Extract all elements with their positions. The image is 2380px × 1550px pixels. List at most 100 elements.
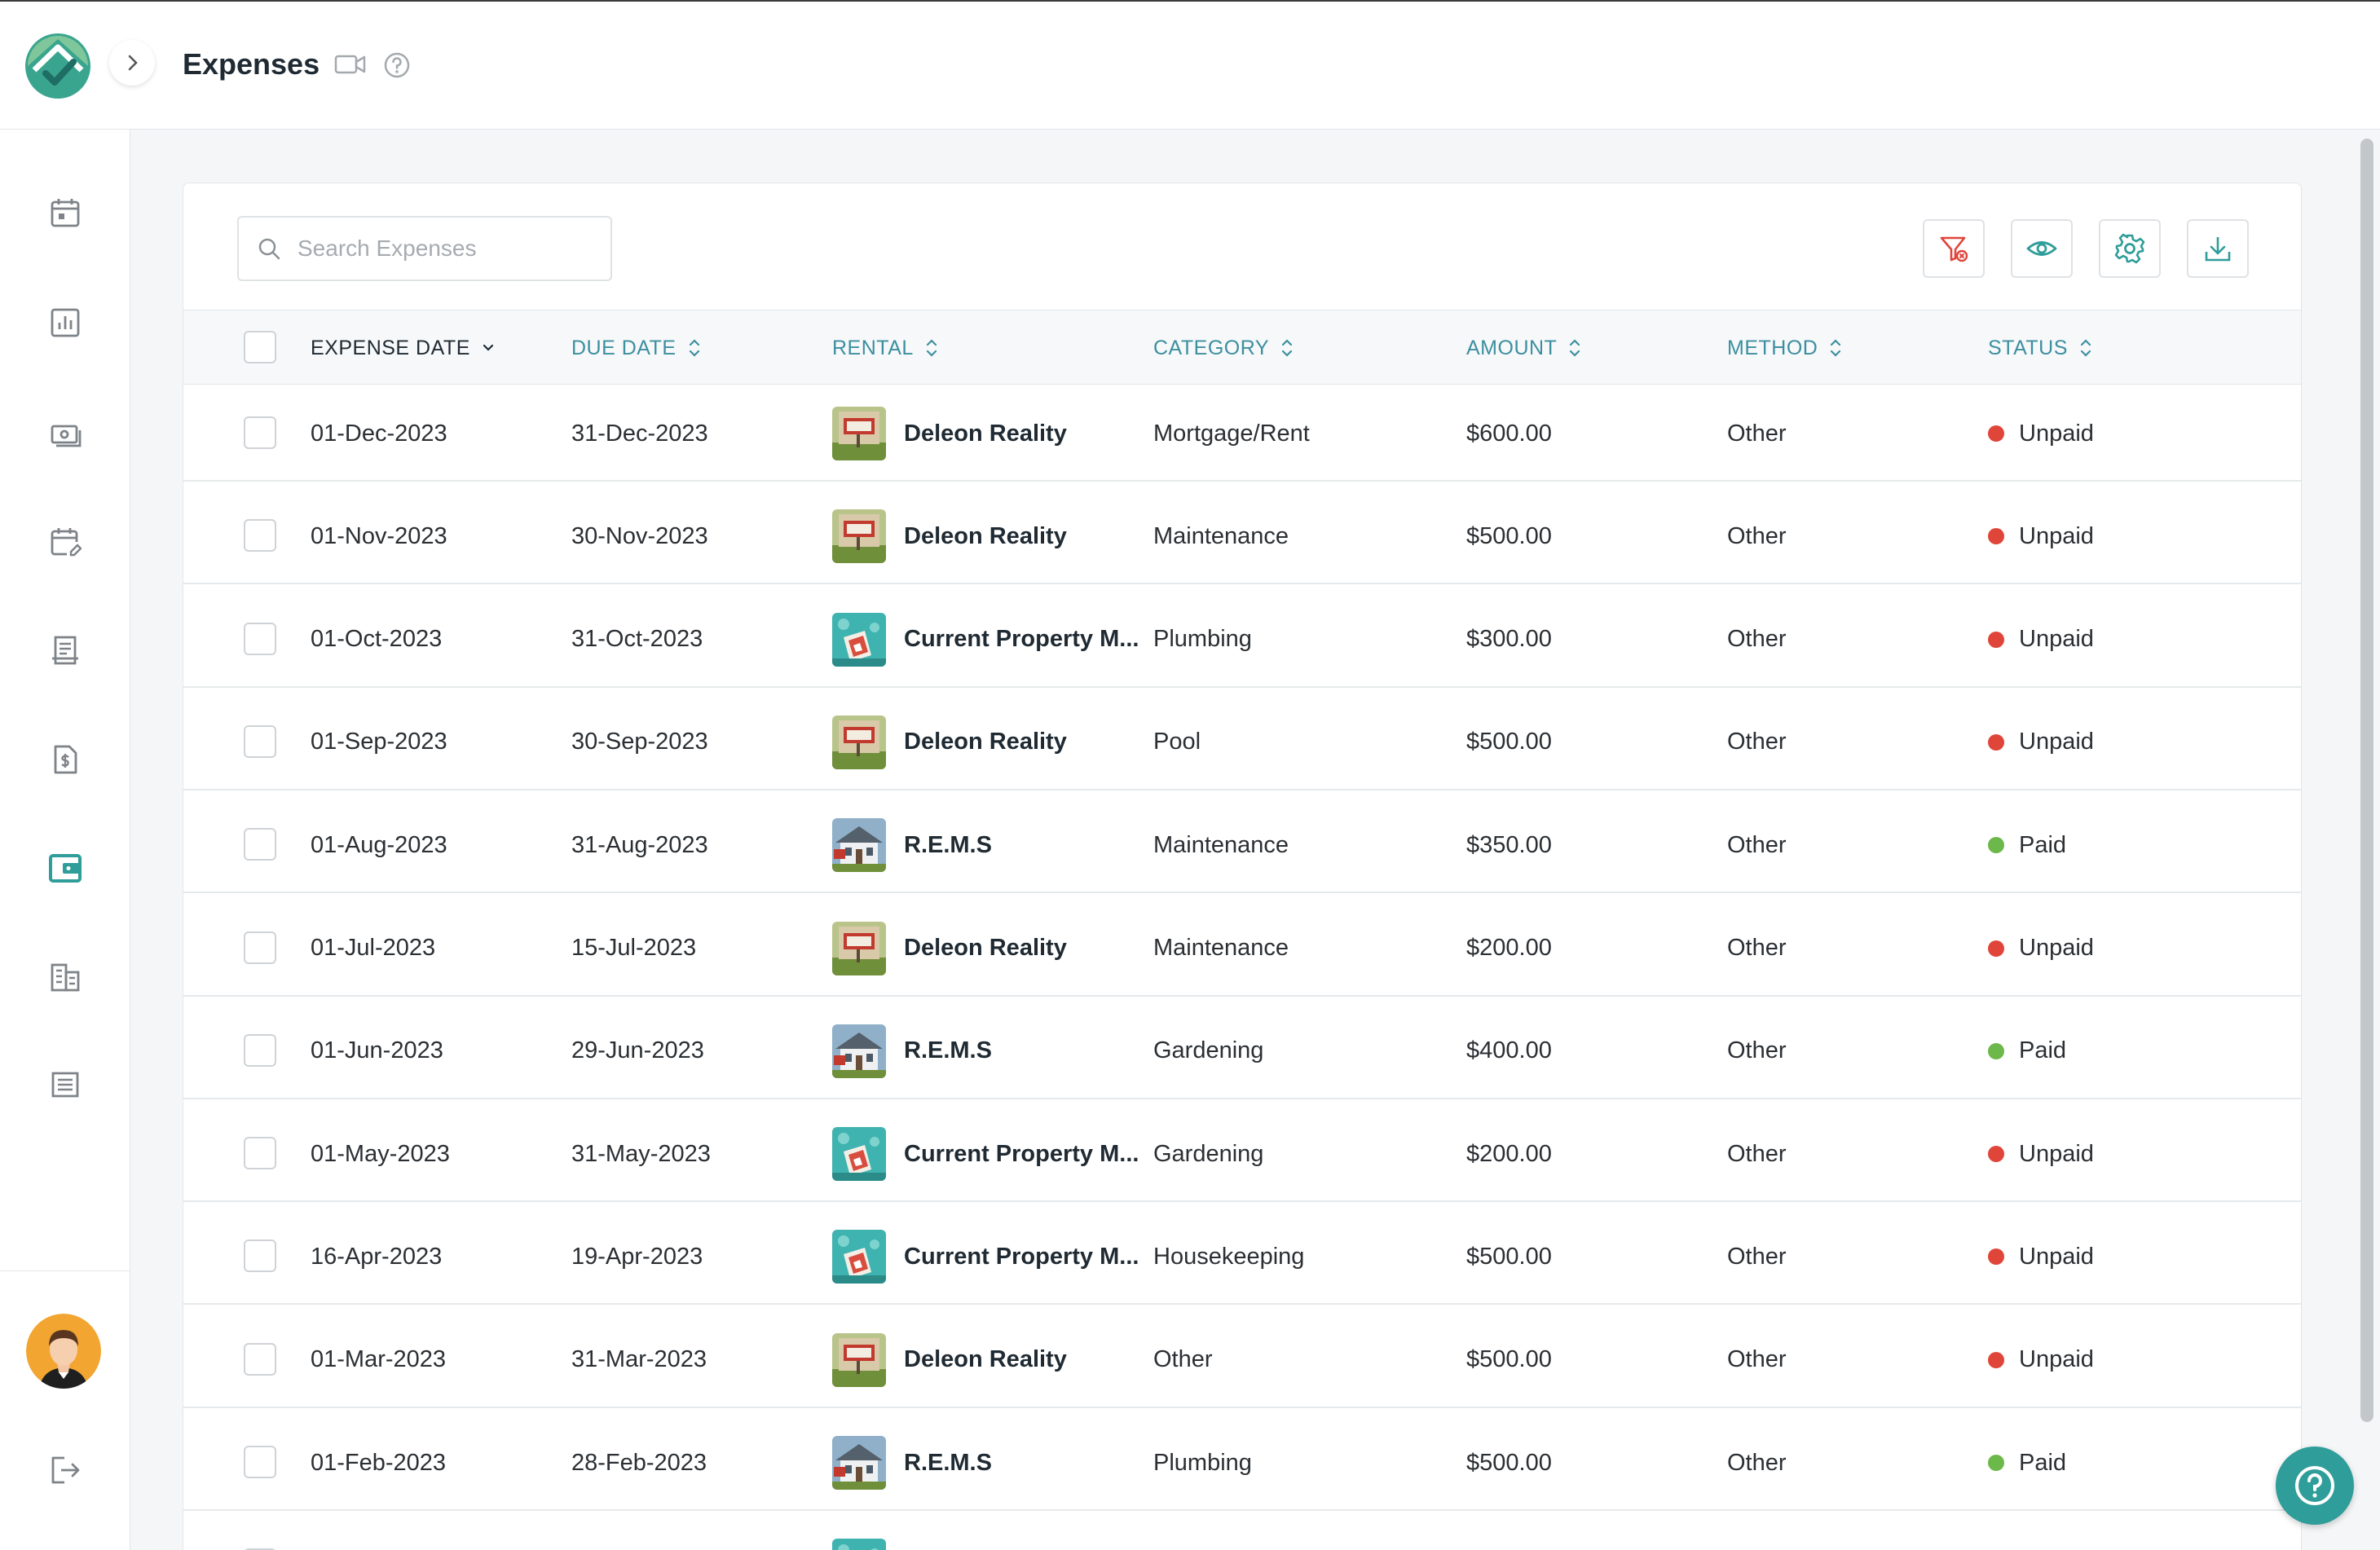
document-icon [51,1072,79,1098]
sidebar-item-schedule[interactable] [41,517,90,566]
status-label: Unpaid [2019,626,2094,653]
column-header-category[interactable]: CATEGORY [1153,310,1295,385]
sort-icon [2078,337,2094,359]
row-checkbox[interactable] [244,931,276,964]
table-row[interactable]: 01-Jan-2023 31-Jan-2023 Current Property M… [183,1517,2301,1550]
rental-cell[interactable]: R.E.M.S [904,831,992,858]
video-icon[interactable] [334,52,367,81]
expense-date-cell: 01-Oct-2023 [311,626,443,653]
due-date-cell: 28-Feb-2023 [571,1449,707,1476]
sidebar-item-properties[interactable] [41,953,90,1002]
scrollbar-thumb[interactable] [2360,139,2373,1422]
expense-date-cell: 01-Jun-2023 [311,1037,443,1064]
amount-cell: $200.00 [1466,1140,1552,1167]
status-label: Paid [2019,1449,2067,1476]
expense-date-cell: 16-Apr-2023 [311,1243,443,1270]
sidebar-item-calendar[interactable] [41,188,90,237]
page-title: Expenses [183,47,320,81]
amount-cell: $600.00 [1466,420,1552,447]
column-header-status[interactable]: STATUS [1988,310,2094,385]
row-checkbox[interactable] [244,416,276,449]
table-header: EXPENSE DATE DUE DATE RENTAL CATEGORY AM… [183,310,2301,385]
rental-cell[interactable]: R.E.M.S [904,1037,992,1064]
due-date-cell: 19-Apr-2023 [571,1243,703,1270]
rental-thumbnail [832,1332,886,1387]
amount-cell: $500.00 [1466,522,1552,549]
sidebar [0,130,130,1550]
table-row[interactable]: 01-Jul-2023 15-Jul-2023 Deleon Reality Main… [183,900,2301,997]
column-header-amount[interactable]: AMOUNT [1466,310,1583,385]
status-cell: Unpaid [1988,1106,2094,1202]
table-row[interactable]: 01-Oct-2023 31-Oct-2023 Current Property M… [183,592,2301,688]
amount-cell: $500.00 [1466,1243,1552,1270]
rental-cell[interactable]: Deleon Reality [904,522,1067,549]
column-header-due-date[interactable]: DUE DATE [571,310,703,385]
column-visibility-button[interactable] [2011,219,2073,278]
status-cell: Unpaid [1988,694,2094,790]
help-button[interactable] [2276,1447,2354,1525]
rental-cell[interactable]: Deleon Reality [904,420,1067,447]
row-checkbox[interactable] [244,1137,276,1170]
method-cell: Other [1727,1346,1787,1373]
rental-cell[interactable]: Current Property M... [904,1140,1139,1167]
rental-cell[interactable]: Deleon Reality [904,1346,1067,1373]
row-checkbox[interactable] [244,828,276,861]
row-checkbox[interactable] [244,1446,276,1478]
row-checkbox[interactable] [244,724,276,758]
app-logo[interactable] [24,33,91,99]
expense-date-cell: 01-Nov-2023 [311,522,447,549]
rental-cell[interactable]: Current Property M... [904,1243,1139,1270]
column-header-expense-date[interactable]: EXPENSE DATE [311,310,496,385]
sidebar-item-expenses[interactable] [41,843,90,892]
due-date-cell: 31-Oct-2023 [571,626,703,653]
table-row[interactable]: 01-May-2023 31-May-2023 Current Property M… [183,1106,2301,1203]
sidebar-item-receipts[interactable] [41,626,90,675]
method-cell: Other [1727,935,1787,961]
logout-button[interactable] [41,1446,90,1495]
avatar[interactable] [26,1314,101,1389]
row-checkbox[interactable] [244,1240,276,1273]
rental-cell[interactable]: R.E.M.S [904,1449,992,1476]
clear-filter-button[interactable] [1923,219,1985,278]
rental-cell[interactable]: Current Property M... [904,1517,1139,1550]
table-row[interactable]: 01-Feb-2023 28-Feb-2023 R.E.M.S Plumbing $50… [183,1415,2301,1511]
row-checkbox[interactable] [244,1342,276,1376]
search-box[interactable] [237,216,612,281]
sidebar-item-invoices[interactable] [41,735,90,784]
rental-cell[interactable]: Deleon Reality [904,729,1067,755]
column-header-method[interactable]: METHOD [1727,310,1844,385]
status-dot [1988,1455,2004,1471]
calendar-icon [51,199,80,227]
table-row[interactable]: 01-Sep-2023 30-Sep-2023 Deleon Reality Pool… [183,694,2301,790]
category-cell: Pool [1153,729,1201,755]
status-dot [1988,631,2004,648]
column-header-rental[interactable]: RENTAL [832,310,940,385]
row-checkbox[interactable] [244,622,276,655]
table-row[interactable]: 01-Mar-2023 31-Mar-2023 Deleon Reality Othe… [183,1312,2301,1408]
table-row[interactable]: 01-Jun-2023 29-Jun-2023 R.E.M.S Gardening $4… [183,1003,2301,1099]
sidebar-item-documents[interactable] [41,1060,90,1109]
help-circle-icon[interactable] [383,51,411,83]
table-row[interactable]: 16-Apr-2023 19-Apr-2023 Current Property M… [183,1209,2301,1306]
settings-button[interactable] [2099,219,2161,278]
expense-date-cell: 01-May-2023 [311,1140,450,1167]
table-row[interactable]: 01-Dec-2023 31-Dec-2023 Deleon Reality Mort… [183,385,2301,482]
select-all-checkbox[interactable] [244,331,276,363]
due-date-cell: 29-Jun-2023 [571,1037,704,1064]
row-checkbox[interactable] [244,1033,276,1067]
eye-icon [2026,241,2057,256]
expand-sidebar-button[interactable] [109,40,155,86]
sidebar-item-payments[interactable] [41,412,90,460]
sidebar-item-reports[interactable] [41,298,90,347]
row-checkbox[interactable] [244,519,276,553]
search-input[interactable] [298,236,607,262]
table-row[interactable]: 01-Nov-2023 30-Nov-2023 Deleon Reality Main… [183,488,2301,585]
status-label: Unpaid [2019,1140,2094,1167]
expense-date-cell: 01-Sep-2023 [311,729,447,755]
download-button[interactable] [2187,219,2249,278]
rental-cell[interactable]: Deleon Reality [904,935,1067,961]
invoice-dollar-icon [54,745,77,774]
rental-cell[interactable]: Current Property M... [904,626,1139,653]
table-row[interactable]: 01-Aug-2023 31-Aug-2023 R.E.M.S Maintenance… [183,797,2301,894]
search-icon [258,238,280,260]
